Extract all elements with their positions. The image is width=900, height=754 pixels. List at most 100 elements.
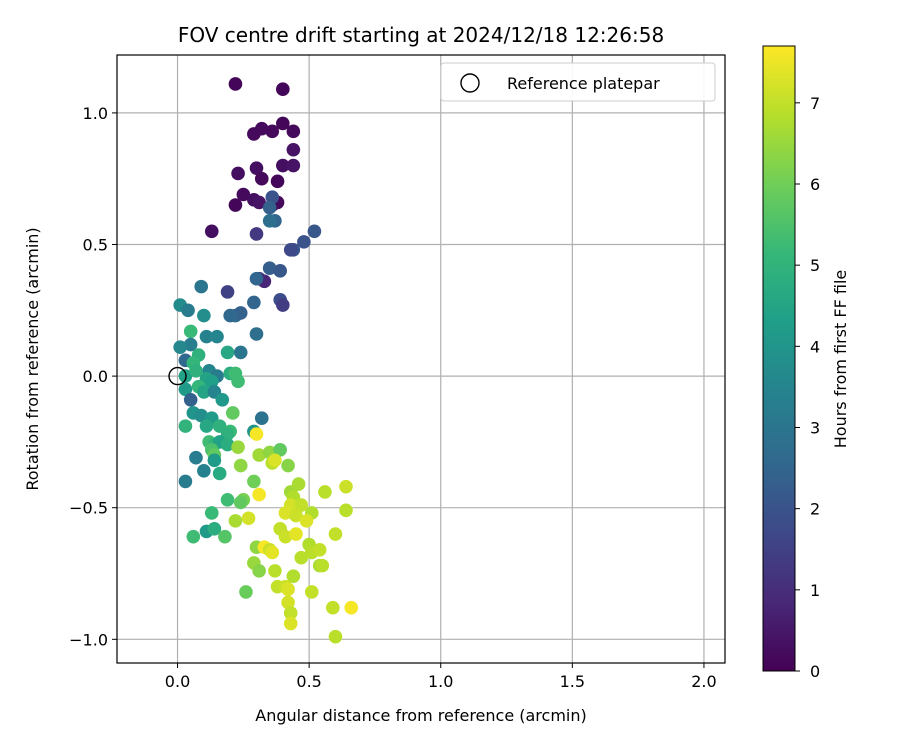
scatter-point <box>197 464 211 478</box>
scatter-point <box>254 121 269 136</box>
chart-title: FOV centre drift starting at 2024/12/18 … <box>178 23 664 47</box>
scatter-point <box>273 443 287 457</box>
colorbar-ticks: 0 1 2 3 4 5 6 7 <box>795 94 820 681</box>
scatter-point <box>223 308 237 323</box>
scatter-point <box>315 558 330 573</box>
scatter-point <box>270 174 285 189</box>
scatter-point <box>249 271 264 286</box>
scatter-point <box>254 411 269 426</box>
scatter-point <box>183 337 198 352</box>
grid <box>117 55 725 663</box>
scatter-point <box>199 419 214 433</box>
scatter-point <box>289 527 303 541</box>
y-axis-label: Rotation from reference (arcmin) <box>23 227 42 490</box>
scatter-point <box>283 616 298 631</box>
scatter-point <box>328 629 343 644</box>
scatter-point <box>268 564 282 578</box>
scatter-point <box>283 242 298 257</box>
scatter-point <box>328 527 343 541</box>
scatter-point <box>194 279 209 294</box>
scatter-point <box>207 453 222 468</box>
scatter-point <box>276 82 290 97</box>
scatter-point <box>281 595 295 610</box>
scatter-point <box>204 374 219 389</box>
scatter-point <box>226 406 240 420</box>
y-tick-label: −1.0 <box>69 630 108 649</box>
scatter-point <box>276 158 290 173</box>
scatter-point <box>204 506 219 520</box>
scatter-point <box>278 529 293 544</box>
scatter-point <box>218 529 232 544</box>
scatter-point <box>215 392 230 407</box>
colorbar-label: Hours from first FF file <box>831 270 850 449</box>
y-tick-label: 0.0 <box>83 367 108 386</box>
scatter-point <box>204 224 219 239</box>
scatter-point <box>291 477 306 491</box>
scatter-point <box>294 498 309 512</box>
scatter-point <box>178 419 193 433</box>
x-axis-label: Angular distance from reference (arcmin) <box>255 706 586 725</box>
scatter-point <box>265 190 280 204</box>
scatter-point <box>249 161 264 175</box>
colorbar-tick-label: 5 <box>810 256 820 275</box>
reference-marker <box>168 366 187 386</box>
scatter-point <box>286 158 301 173</box>
y-tick-label: 0.5 <box>83 236 108 255</box>
scatter-point <box>273 264 287 278</box>
scatter-point <box>304 585 319 599</box>
scatter-point <box>276 298 290 312</box>
scatter-point <box>173 340 187 354</box>
scatter-point <box>189 364 203 378</box>
scatter-point <box>186 529 201 544</box>
scatter-point <box>344 600 359 615</box>
colorbar-tick-label: 1 <box>810 581 820 600</box>
scatter-point <box>252 487 266 502</box>
scatter-point <box>210 329 224 344</box>
scatter-point <box>236 187 251 202</box>
plot-frame <box>116 54 726 664</box>
colorbar-tick-label: 0 <box>810 662 820 681</box>
legend-marker <box>460 73 480 93</box>
scatter-point <box>220 437 235 452</box>
scatter-point <box>276 116 290 131</box>
scatter-point <box>233 345 248 360</box>
colorbar-tick-label: 2 <box>810 500 820 519</box>
scatter-point <box>207 521 222 536</box>
scatter-point <box>197 308 211 323</box>
scatter-point <box>262 261 277 275</box>
scatter-point <box>220 493 235 507</box>
scatter-point <box>181 303 195 318</box>
scatter-point <box>212 466 227 481</box>
scatter-point <box>199 329 214 344</box>
scatter-point <box>231 440 245 454</box>
scatter-point <box>289 508 303 523</box>
scatter-point <box>281 582 295 597</box>
scatter-point <box>312 543 327 557</box>
scatter-point <box>294 550 309 565</box>
scatter-point <box>233 458 248 473</box>
scatter-point <box>189 450 203 465</box>
colorbar <box>762 45 796 672</box>
scatter-point <box>249 327 264 341</box>
scatter-point <box>197 385 211 399</box>
scatter-point <box>283 606 298 620</box>
scatter-point <box>220 345 235 360</box>
scatter-point <box>194 408 209 423</box>
colorbar-tick-label: 7 <box>810 94 820 113</box>
scatter-point <box>318 485 332 499</box>
x-tick-label: 1.0 <box>428 672 453 691</box>
y-axis-ticks: −1.0 −0.5 0.0 0.5 1.0 <box>69 104 117 649</box>
scatter-point <box>228 77 243 91</box>
scatter-point <box>339 503 353 518</box>
scatter-point <box>286 569 301 583</box>
scatter-point <box>220 285 235 299</box>
scatter-point <box>254 171 269 186</box>
scatter-point <box>247 474 261 489</box>
scatter-point <box>326 600 340 615</box>
scatter-point <box>178 382 193 397</box>
y-tick-label: 1.0 <box>83 104 108 123</box>
scatter-point <box>339 479 353 494</box>
x-axis-ticks: 0.0 0.5 1.0 1.5 2.0 <box>165 663 717 691</box>
legend-label: Reference platepar <box>507 74 660 93</box>
